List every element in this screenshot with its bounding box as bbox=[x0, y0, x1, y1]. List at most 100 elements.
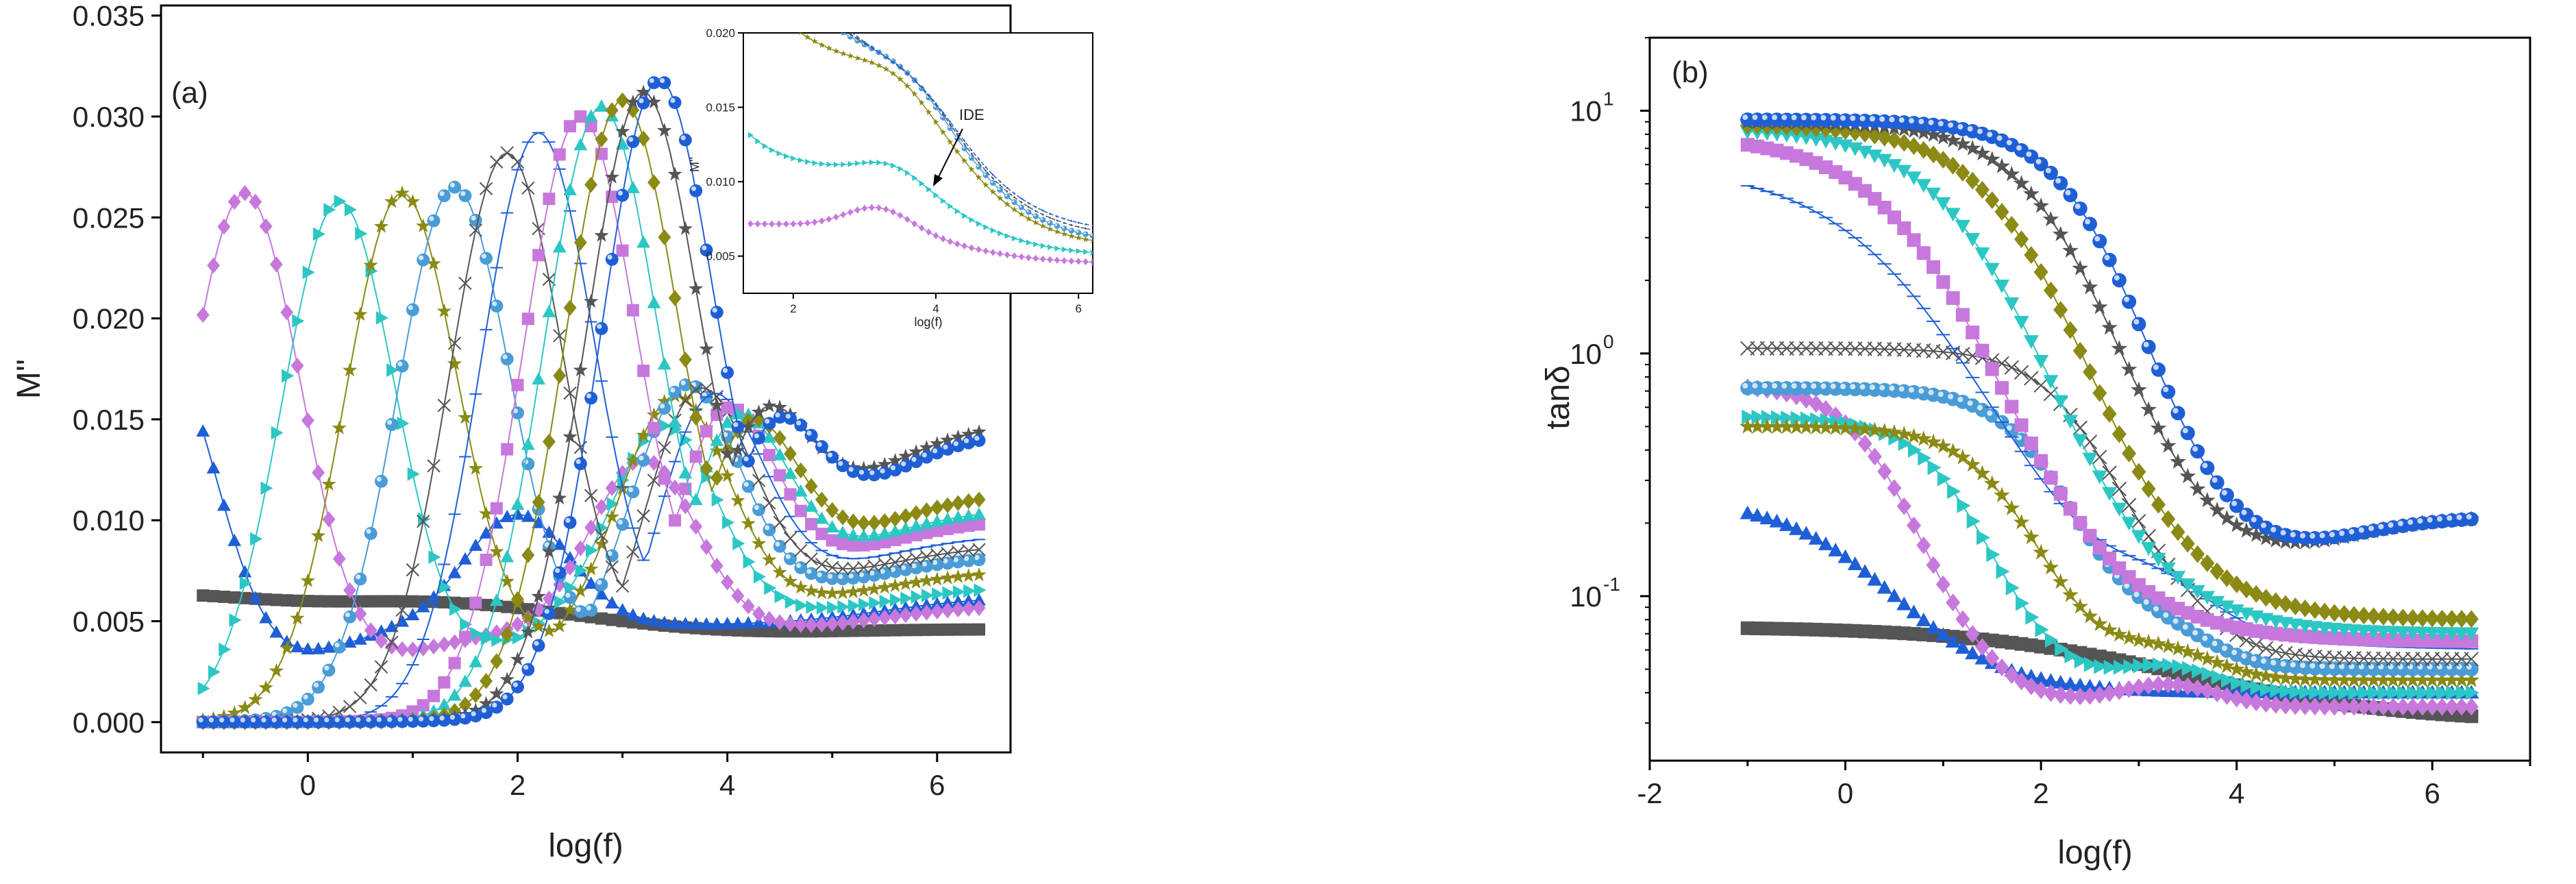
panel-a-point bbox=[499, 574, 515, 588]
inset-point bbox=[911, 90, 918, 97]
panel-a-point bbox=[710, 558, 723, 574]
panel-a-point bbox=[626, 545, 640, 559]
panel-a-point bbox=[469, 223, 482, 237]
panel-a-point bbox=[909, 561, 923, 575]
panel-b-point bbox=[2463, 672, 2480, 687]
panel-a-point bbox=[478, 506, 494, 520]
panel-a-point bbox=[249, 193, 262, 210]
panel-b-point bbox=[2336, 672, 2353, 687]
panel-b-point bbox=[2190, 545, 2205, 563]
panel-b-point bbox=[1886, 423, 1903, 440]
panel-a-point bbox=[480, 673, 493, 689]
inset-point bbox=[1082, 258, 1089, 266]
panel-a-point bbox=[321, 476, 336, 491]
panel-b-point bbox=[2192, 663, 2206, 679]
panel-b-point bbox=[1896, 426, 1913, 441]
panel-b-point bbox=[2072, 677, 2088, 691]
inset-point bbox=[1077, 221, 1080, 224]
panel-a-point bbox=[751, 536, 767, 550]
panel-a-point bbox=[846, 561, 860, 576]
panel-a-point bbox=[458, 597, 471, 610]
panel-a-point bbox=[521, 181, 535, 195]
panel-b-point bbox=[2003, 500, 2020, 515]
inset-ylabel: M'' bbox=[688, 157, 702, 172]
panel-b-point bbox=[1887, 131, 1902, 149]
panel-b-point bbox=[1905, 428, 1922, 443]
panel-a-point bbox=[857, 539, 870, 552]
panel-a-point bbox=[772, 565, 787, 579]
panel-b-point bbox=[2299, 685, 2314, 700]
inset-point bbox=[947, 138, 954, 145]
panel-a-point bbox=[784, 412, 797, 425]
inset-point bbox=[991, 177, 994, 180]
panel-a-point bbox=[521, 509, 535, 522]
panel-a-point bbox=[784, 488, 797, 501]
panel-b-point bbox=[2327, 698, 2342, 716]
panel-b-point bbox=[1779, 418, 1795, 434]
panel-a-point bbox=[343, 582, 357, 599]
panel-a-point bbox=[448, 713, 462, 726]
panel-b-point bbox=[2199, 650, 2216, 666]
panel-a-point bbox=[741, 454, 755, 468]
panel-b-point bbox=[2151, 552, 2166, 567]
panel-a-point bbox=[668, 415, 682, 428]
panel-a-point bbox=[668, 479, 682, 496]
panel-a-point bbox=[710, 617, 724, 630]
panel-a-point bbox=[290, 358, 304, 374]
panel-a-point bbox=[899, 508, 913, 524]
panel-a-point bbox=[511, 616, 524, 633]
inset-point bbox=[940, 235, 946, 243]
panel-a-point bbox=[208, 665, 221, 679]
panel-a-point bbox=[626, 180, 640, 193]
panel-b-point bbox=[1935, 129, 1952, 145]
inset-point bbox=[941, 197, 947, 204]
panel-b-point bbox=[1898, 436, 1912, 452]
panel-a-point bbox=[478, 696, 494, 710]
panel-a-point bbox=[814, 585, 830, 600]
panel-a-point bbox=[826, 561, 839, 574]
panel-a-point bbox=[889, 463, 902, 477]
panel-a-point bbox=[386, 363, 399, 377]
panel-a-point bbox=[417, 699, 430, 712]
inset-point bbox=[1091, 229, 1093, 231]
inset-point bbox=[811, 219, 818, 226]
inset-point bbox=[983, 224, 989, 230]
panel-b-point bbox=[2444, 627, 2460, 641]
panel-a-point bbox=[385, 715, 399, 728]
panel-a-point bbox=[657, 123, 672, 137]
panel-a-point bbox=[626, 304, 639, 317]
panel-a-ytick-label: 0.020 bbox=[73, 303, 145, 335]
panel-b-point bbox=[1994, 203, 2009, 221]
panel-b-point bbox=[1955, 219, 1970, 234]
panel-a-point bbox=[825, 519, 839, 532]
panel-b-point bbox=[2092, 685, 2107, 704]
panel-a-point bbox=[217, 715, 231, 729]
panel-b-point bbox=[2062, 676, 2078, 690]
inset-point bbox=[1020, 197, 1023, 200]
panel-a-point bbox=[448, 180, 462, 194]
panel-a-ytick-label: 0.025 bbox=[73, 201, 145, 234]
panel-b-point bbox=[2200, 461, 2215, 476]
panel-b-point bbox=[1955, 610, 1970, 628]
panel-a-point bbox=[490, 299, 504, 313]
panel-a-point bbox=[753, 569, 766, 584]
panel-a-point bbox=[615, 579, 630, 593]
panel-b-point bbox=[2189, 480, 2206, 496]
panel-b-point bbox=[1926, 187, 1942, 201]
inset-point bbox=[1006, 191, 1008, 193]
panel-a-point bbox=[563, 182, 577, 195]
panel-b-point bbox=[2023, 668, 2039, 683]
panel-a-point bbox=[940, 432, 955, 447]
panel-b-point bbox=[2123, 659, 2138, 674]
panel-b-xtick-label: 0 bbox=[1837, 777, 1853, 809]
panel-b-point bbox=[2278, 646, 2293, 661]
panel-b-point bbox=[2278, 696, 2293, 715]
panel-b-point bbox=[2270, 683, 2284, 698]
panel-a-point bbox=[699, 382, 713, 395]
panel-b-label: (b) bbox=[1672, 56, 1709, 89]
panel-a-point bbox=[616, 615, 629, 628]
panel-b-point bbox=[2415, 609, 2430, 628]
panel-b-point bbox=[2268, 592, 2283, 611]
inset-xtick-label: 4 bbox=[932, 302, 939, 315]
panel-b-point bbox=[2454, 698, 2469, 716]
